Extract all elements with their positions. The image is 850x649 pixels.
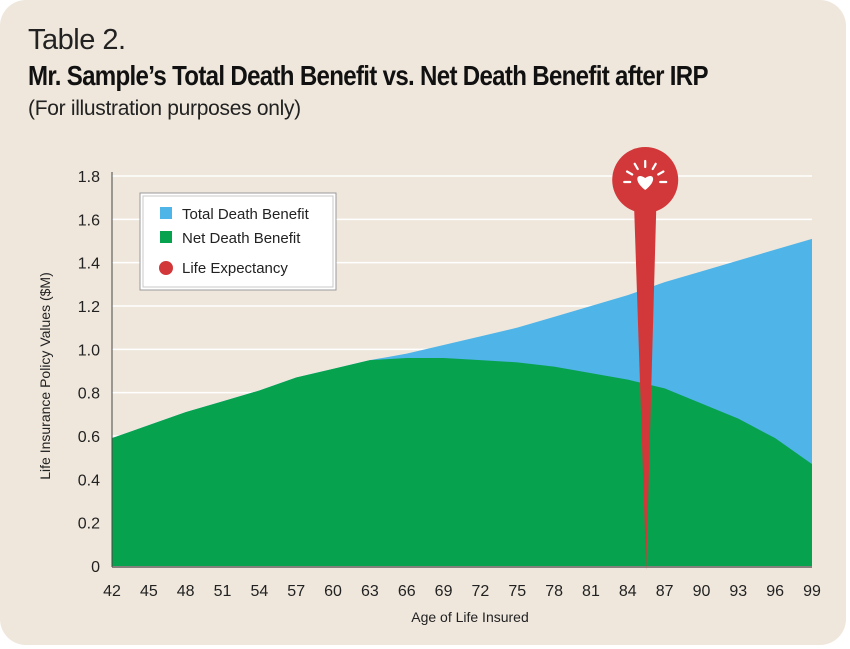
legend-swatch-life-expectancy <box>159 261 173 275</box>
x-tick-label: 60 <box>324 583 342 600</box>
x-tick-label: 66 <box>398 583 416 600</box>
y-tick-label: 0.4 <box>78 472 100 489</box>
x-tick-label: 72 <box>472 583 490 600</box>
x-tick-label: 87 <box>656 583 674 600</box>
chart-title: Mr. Sample’s Total Death Benefit vs. Net… <box>28 60 709 91</box>
x-tick-label: 96 <box>766 583 784 600</box>
x-tick-label: 45 <box>140 583 158 600</box>
chart-subtitle: (For illustration purposes only) <box>28 97 301 120</box>
y-tick-labels: 0 0.2 0.4 0.6 0.8 1.0 1.2 1.4 1.6 1.8 <box>78 169 100 576</box>
legend-inner-border <box>142 195 334 288</box>
x-tick-label: 42 <box>103 583 121 600</box>
x-tick-label: 54 <box>250 583 268 600</box>
x-tick-label: 51 <box>214 583 232 600</box>
x-tick-labels: 42 45 48 51 54 57 60 63 66 69 72 75 78 81 84 87 90 93 96 99 <box>103 583 821 600</box>
y-tick-label: 1.0 <box>78 342 100 359</box>
y-tick-label: 0.6 <box>78 429 100 446</box>
area-net-death-benefit <box>112 358 812 566</box>
table-number: Table 2. <box>28 24 126 56</box>
y-tick-label: 1.4 <box>78 256 100 273</box>
y-axis-label: Life Insurance Policy Values ($M) <box>37 272 53 480</box>
marker-pin-spike <box>634 210 657 570</box>
legend-swatch-total-death-benefit <box>160 207 172 219</box>
axes <box>111 172 812 568</box>
heart-icon <box>623 159 668 190</box>
life-expectancy-marker <box>612 147 679 570</box>
legend-box <box>139 192 337 291</box>
plot-areas <box>112 238 812 567</box>
x-tick-label: 81 <box>582 583 600 600</box>
x-tick-label: 99 <box>803 583 821 600</box>
x-axis-label: Age of Life Insured <box>411 609 529 625</box>
legend: Total Death Benefit Net Death Benefit Li… <box>139 192 337 291</box>
y-tick-label: 0.8 <box>78 386 100 403</box>
y-tick-label: 1.6 <box>78 212 100 229</box>
legend-label-total-death-benefit: Total Death Benefit <box>182 206 310 223</box>
legend-label-net-death-benefit: Net Death Benefit <box>182 230 301 247</box>
legend-label-life-expectancy: Life Expectancy <box>182 260 288 277</box>
x-tick-label: 93 <box>729 583 747 600</box>
x-tick-label: 63 <box>361 583 379 600</box>
y-tick-label: 1.8 <box>78 169 100 186</box>
x-tick-label: 69 <box>435 583 453 600</box>
x-tick-label: 84 <box>619 583 637 600</box>
x-tick-label: 90 <box>693 583 711 600</box>
x-tick-label: 57 <box>287 583 305 600</box>
y-tick-label: 0 <box>91 559 100 576</box>
y-tick-label: 0.2 <box>78 516 100 533</box>
x-tick-label: 48 <box>177 583 195 600</box>
y-tick-label: 1.2 <box>78 299 100 316</box>
legend-swatch-net-death-benefit <box>160 231 172 243</box>
x-tick-label: 78 <box>545 583 563 600</box>
x-tick-label: 75 <box>508 583 526 600</box>
